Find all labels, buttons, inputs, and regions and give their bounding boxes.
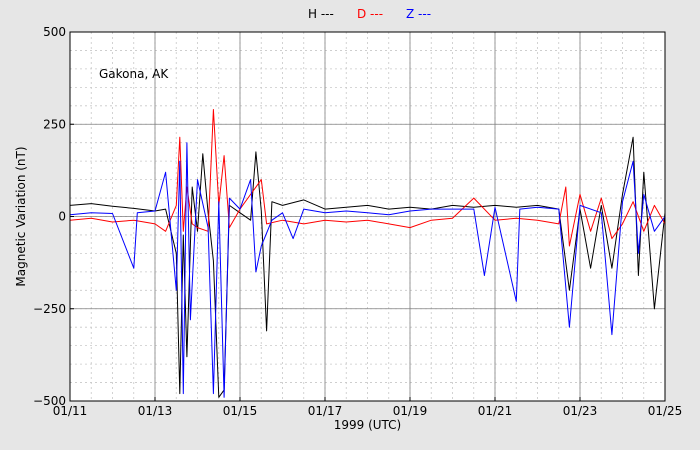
station-annotation: Gakona, AK [99, 67, 169, 81]
x-tick-label: 01/21 [478, 404, 513, 418]
x-axis-title: 1999 (UTC) [334, 418, 402, 432]
x-tick-label: 01/15 [223, 404, 258, 418]
y-axis-ticks: −500 −250 0 250 500 [33, 25, 74, 408]
y-tick-label: −500 [33, 394, 66, 408]
series-line-d [70, 109, 665, 247]
x-axis-ticks: 01/11 01/13 01/15 01/17 01/19 01/21 01/23 01/25 [53, 397, 683, 418]
legend-entry-z: Z --- [406, 7, 431, 21]
series-layer [70, 109, 665, 398]
x-tick-label: 01/25 [648, 404, 683, 418]
x-tick-label: 01/13 [138, 404, 173, 418]
y-axis-title: Magnetic Variation (nT) [14, 146, 28, 286]
y-tick-label: 500 [43, 25, 66, 39]
legend-entry-h: H --- [308, 7, 334, 21]
series-line-z [70, 142, 665, 398]
x-tick-label: 01/19 [393, 404, 428, 418]
y-tick-label: −250 [33, 302, 66, 316]
legend: H --- D --- Z --- [308, 7, 431, 21]
x-tick-label: 01/23 [563, 404, 598, 418]
x-tick-label: 01/11 [53, 404, 88, 418]
series-line-h [70, 136, 665, 398]
y-tick-label: 250 [43, 117, 66, 131]
legend-entry-d: D --- [357, 7, 383, 21]
x-tick-label: 01/17 [308, 404, 343, 418]
y-tick-label: 0 [58, 210, 66, 224]
